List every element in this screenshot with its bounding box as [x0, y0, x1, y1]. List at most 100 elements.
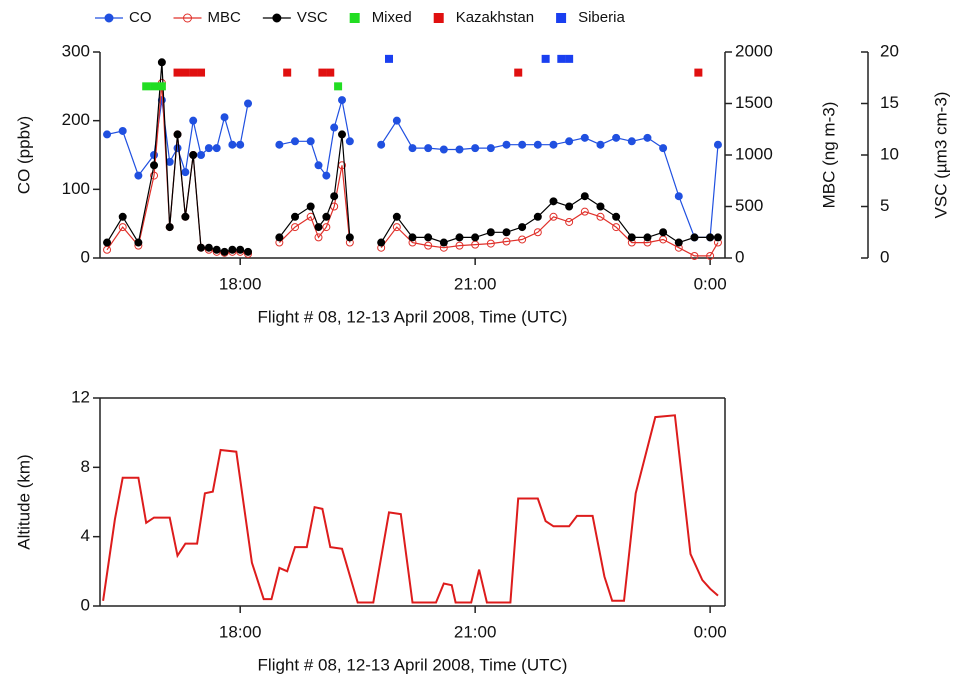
- data-point: [612, 133, 621, 142]
- data-point: [189, 116, 198, 125]
- data-point: [134, 238, 143, 247]
- y-tick-label: 12: [71, 387, 90, 406]
- y3-tick-label: 10: [880, 144, 899, 163]
- source-marker: [173, 68, 182, 77]
- y2-tick-label: 0: [735, 247, 744, 266]
- data-point: [306, 137, 315, 146]
- x-axis-label: Flight # 08, 12-13 April 2008, Time (UTC…: [258, 307, 568, 326]
- data-point: [275, 233, 284, 242]
- data-point: [549, 197, 558, 206]
- source-marker: [557, 54, 566, 63]
- data-point: [197, 243, 206, 252]
- data-point: [314, 233, 323, 242]
- data-point: [244, 247, 253, 256]
- x-tick-label: 18:00: [219, 274, 262, 293]
- y3-axis-label: VSC (µm3 cm-3): [931, 92, 950, 219]
- data-point: [596, 202, 605, 211]
- data-point: [338, 96, 347, 105]
- data-point: [392, 223, 401, 232]
- data-point: [690, 233, 699, 242]
- y3-tick-label: 5: [880, 196, 889, 215]
- source-marker: [385, 54, 394, 63]
- data-point: [486, 228, 495, 237]
- data-point: [690, 251, 699, 260]
- data-point: [236, 140, 245, 149]
- data-point: [338, 130, 347, 139]
- data-point: [220, 113, 229, 122]
- data-point: [118, 126, 127, 135]
- data-point: [150, 171, 159, 180]
- source-marker: [283, 68, 292, 77]
- data-point: [471, 233, 480, 242]
- data-point: [118, 223, 127, 232]
- data-point: [659, 228, 668, 237]
- series-line: [102, 414, 719, 604]
- data-point: [150, 161, 159, 170]
- x-tick-label: 0:00: [694, 274, 727, 293]
- data-point: [565, 137, 574, 146]
- data-point: [189, 151, 198, 159]
- x-tick-label: 21:00: [454, 274, 497, 293]
- legend-label: CO: [129, 9, 152, 26]
- y-tick-label: 0: [81, 247, 90, 266]
- source-marker: [197, 68, 206, 77]
- data-point: [518, 223, 527, 232]
- data-point: [424, 233, 433, 242]
- y-tick-label: 200: [62, 110, 90, 129]
- data-point: [502, 228, 511, 237]
- data-point: [314, 223, 323, 232]
- data-point: [228, 245, 237, 254]
- data-point: [392, 212, 401, 221]
- x-axis-label: Flight # 08, 12-13 April 2008, Time (UTC…: [258, 655, 568, 674]
- legend-symbol: [433, 13, 444, 23]
- legend-symbol: [183, 13, 192, 23]
- legend-symbol: [556, 13, 567, 23]
- source-marker: [541, 54, 550, 63]
- source-marker: [334, 82, 343, 91]
- data-point: [134, 171, 143, 180]
- data-point: [228, 140, 237, 149]
- data-point: [596, 212, 605, 221]
- data-point: [322, 212, 331, 221]
- y3-tick-label: 15: [880, 93, 899, 112]
- x-tick-label: 0:00: [694, 622, 727, 641]
- data-point: [345, 233, 354, 242]
- data-point: [580, 207, 589, 216]
- data-point: [408, 233, 417, 242]
- source-marker: [150, 82, 159, 91]
- legend-label: Kazakhstan: [456, 9, 534, 26]
- data-point: [306, 202, 315, 211]
- data-point: [627, 137, 636, 146]
- source-marker: [189, 68, 198, 77]
- data-point: [706, 233, 715, 242]
- data-point: [455, 241, 464, 250]
- data-point: [345, 137, 354, 146]
- y2-tick-label: 2000: [735, 41, 773, 60]
- y2-tick-label: 1500: [735, 93, 773, 112]
- legend-label: MBC: [208, 9, 242, 26]
- data-point: [486, 239, 495, 248]
- source-marker: [181, 68, 190, 77]
- x-tick-label: 21:00: [454, 622, 497, 641]
- y-tick-label: 8: [81, 457, 90, 476]
- data-point: [244, 99, 253, 108]
- y3-tick-label: 20: [880, 41, 899, 60]
- data-point: [212, 144, 221, 153]
- data-point: [471, 144, 480, 153]
- source-marker: [565, 54, 574, 63]
- data-point: [291, 223, 300, 232]
- y-tick-label: 4: [81, 526, 90, 545]
- y-axis-label: CO (ppbv): [14, 116, 33, 194]
- data-point: [220, 247, 229, 256]
- data-point: [392, 116, 401, 125]
- data-point: [580, 133, 589, 142]
- legend-label: Siberia: [578, 9, 625, 26]
- data-point: [408, 144, 417, 153]
- y-tick-label: 100: [62, 179, 90, 198]
- data-point: [330, 123, 339, 132]
- y-axis-label: Altitude (km): [14, 454, 33, 549]
- data-point: [197, 151, 206, 159]
- data-point: [612, 212, 621, 221]
- data-point: [424, 144, 433, 153]
- legend-label: VSC: [297, 9, 328, 26]
